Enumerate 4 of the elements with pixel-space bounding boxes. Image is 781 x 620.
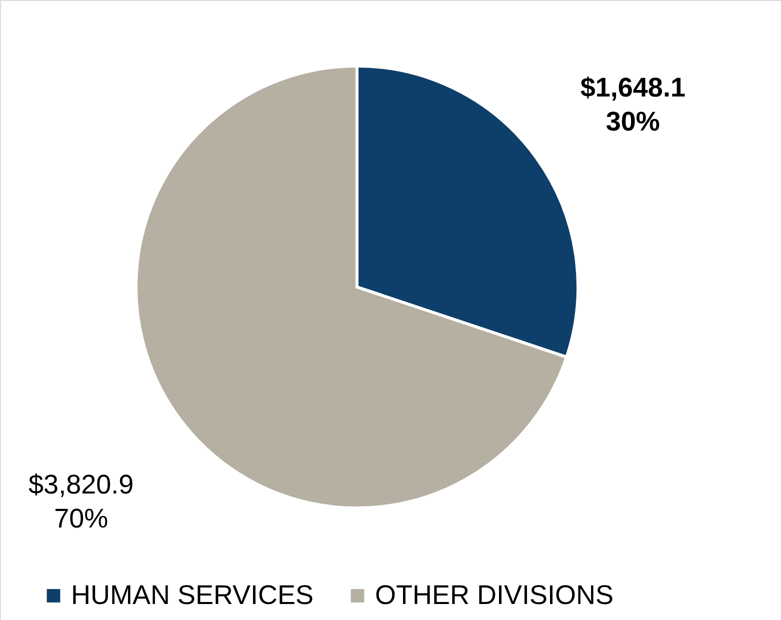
legend-label: HUMAN SERVICES bbox=[71, 580, 314, 610]
legend-label: OTHER DIVISIONS bbox=[375, 580, 614, 610]
data-label: $3,820.9 70% bbox=[28, 470, 134, 534]
data-label: $1,648.1 30% bbox=[580, 72, 686, 136]
